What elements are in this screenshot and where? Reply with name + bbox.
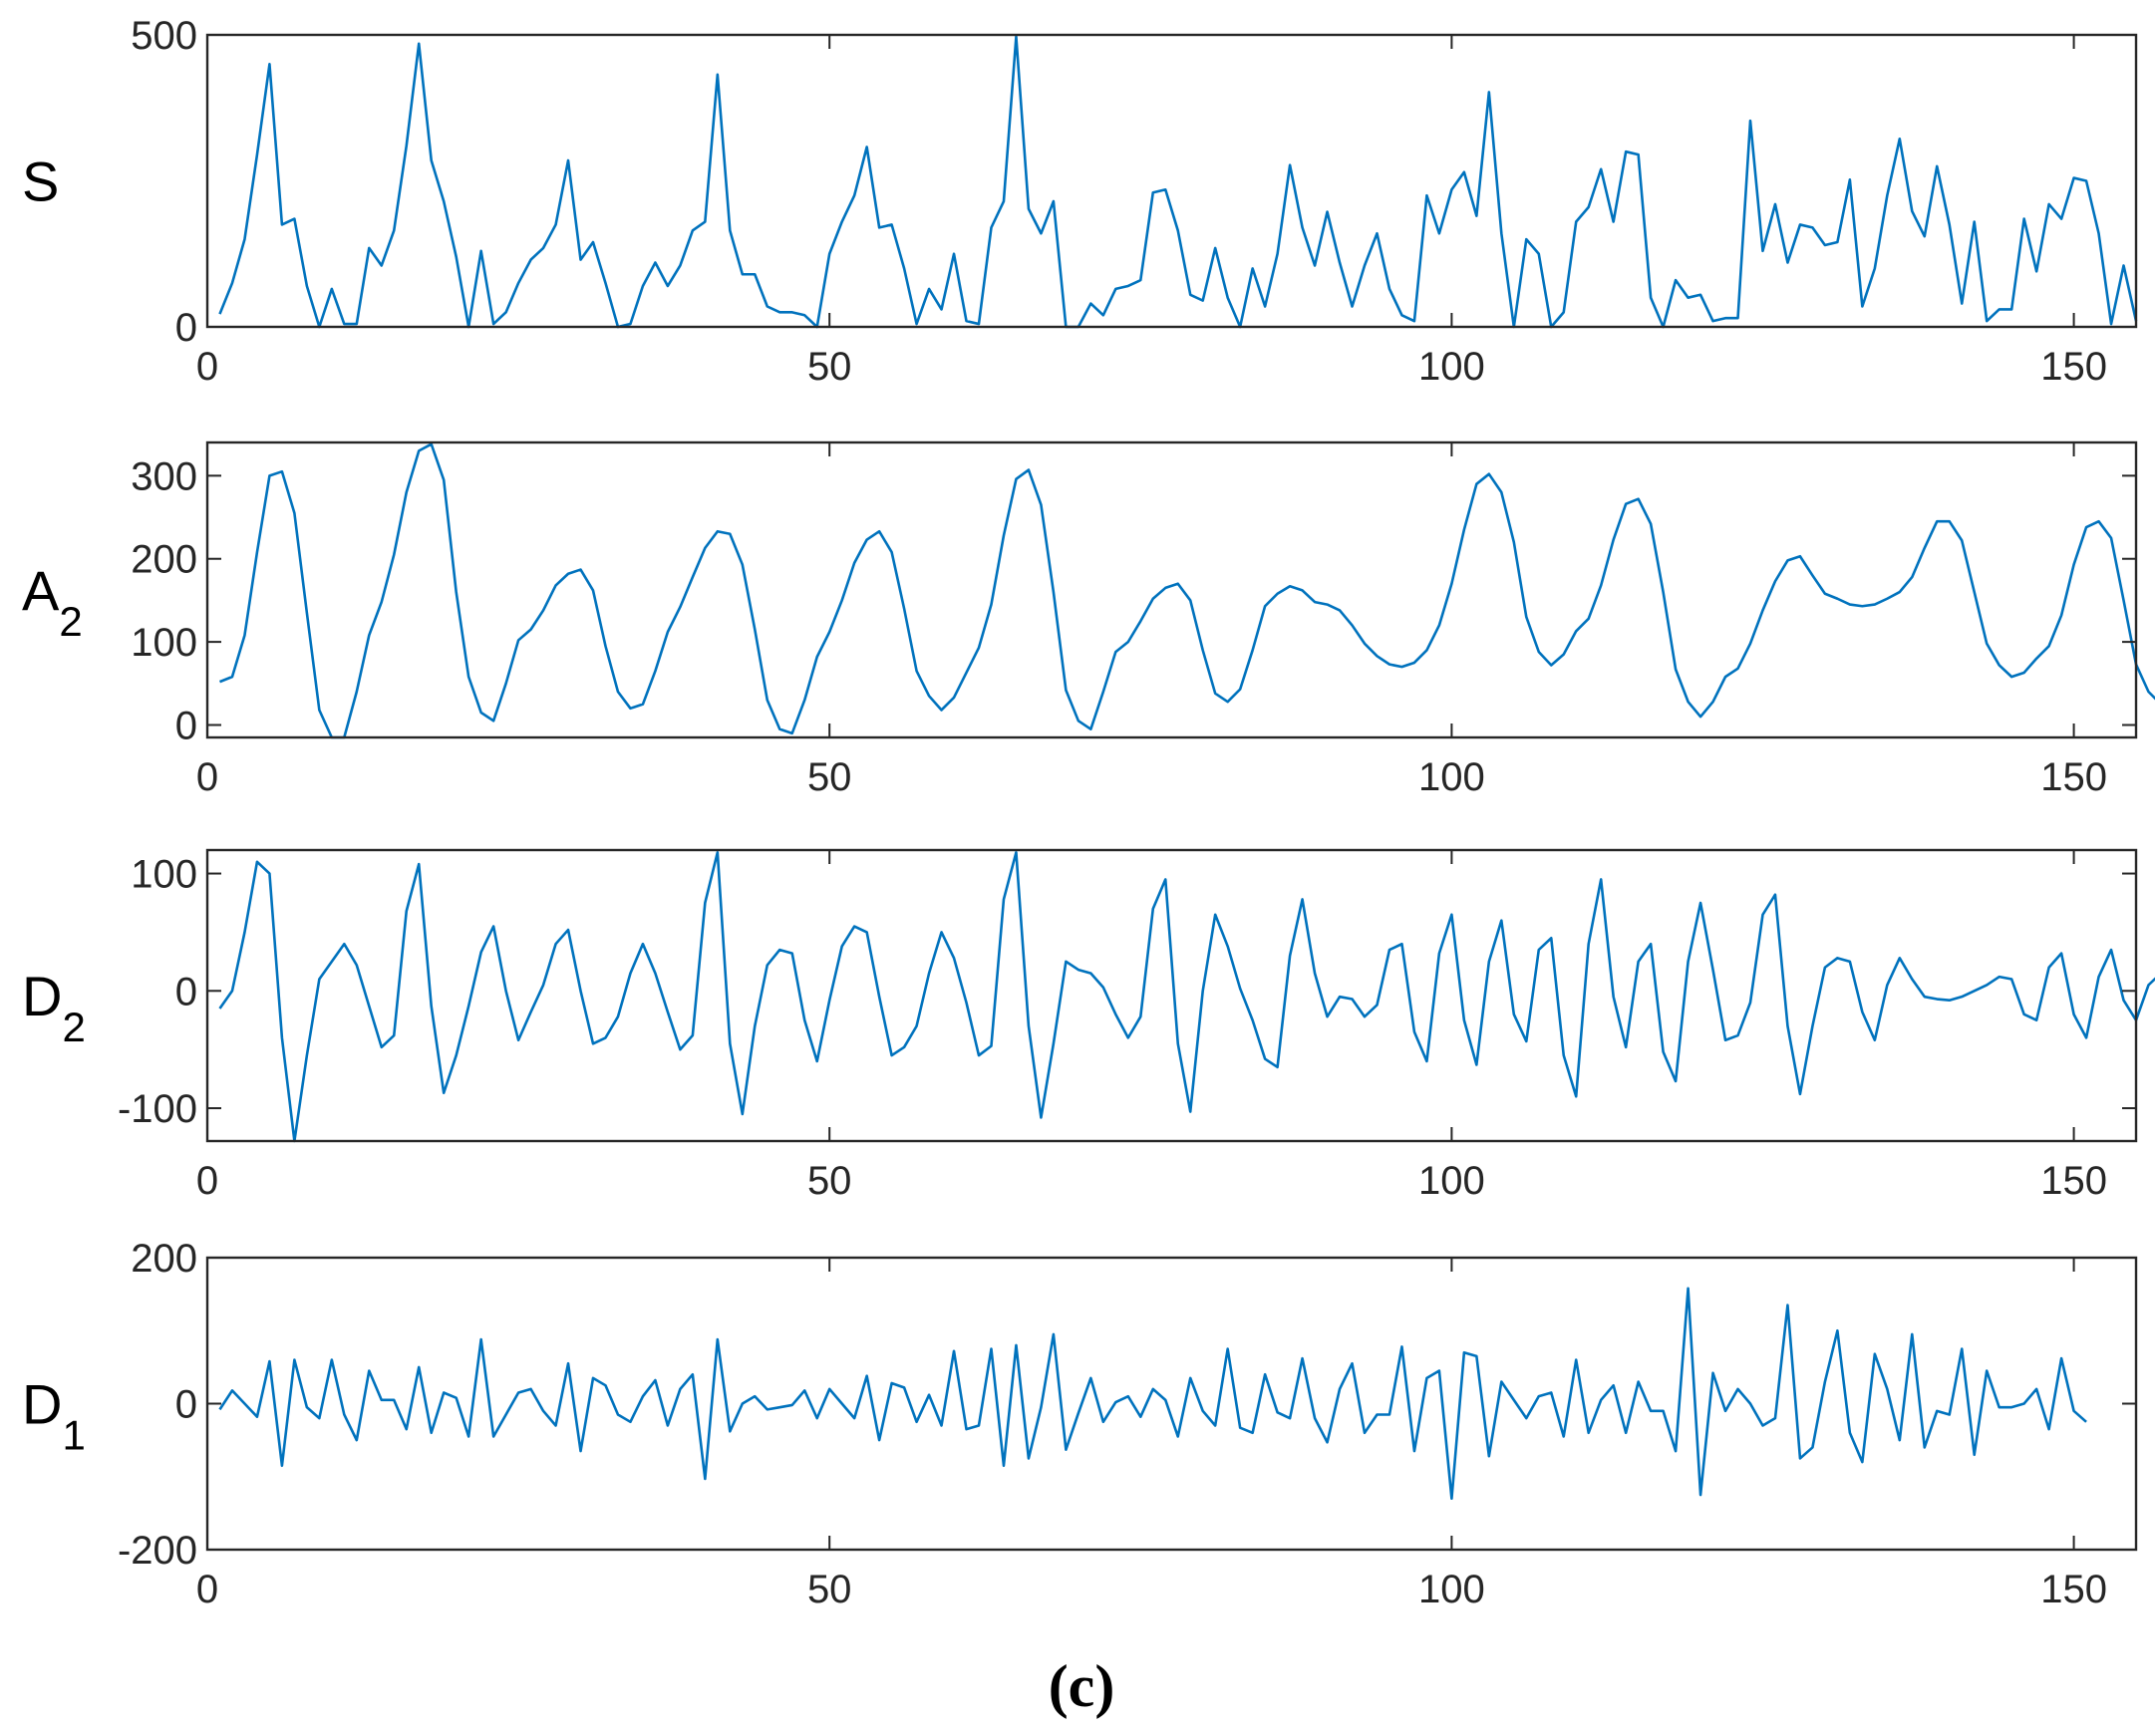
series-line-d1-detail [218,1287,2087,1501]
y-tick-label: 0 [175,704,197,747]
y-tick-label: 0 [175,306,197,350]
y-tick-label: 200 [131,538,197,582]
panel-d2-detail: 0 50 100 150 -100 0 100 D2 [22,848,2155,1203]
series-line-s-signal [218,35,2138,329]
y-tick-label: -200 [118,1529,197,1573]
y-axis-label-main: D [22,965,62,1027]
panel-a2-approximation: 0 50 100 150 0 100 200 300 A2 [22,440,2155,799]
x-tick-label: 100 [1418,345,1485,389]
y-axis-label-subscript: 2 [59,598,82,645]
x-tick-label: 0 [196,1568,218,1611]
x-tick-label: 0 [196,345,218,389]
y-axis-label-main: A [22,559,60,622]
axes-frame [205,33,2138,329]
axes-frame [205,440,2138,739]
x-tick-label: 150 [2040,755,2107,799]
x-tick-label: 150 [2040,345,2107,389]
y-axis-label: A2 [22,559,83,645]
y-tick-label: 200 [131,1237,197,1281]
x-tick-label: 50 [807,1568,852,1611]
y-tick-label: 0 [175,1383,197,1427]
y-tick-label: 100 [131,853,197,897]
y-tick-label: 300 [131,454,197,498]
x-tick-label: 100 [1418,755,1485,799]
series-line-a2-approximation [218,442,2155,739]
y-axis-label: D2 [22,965,86,1050]
y-axis-label-subscript: 1 [62,1412,85,1459]
y-tick-label: -100 [118,1087,197,1131]
x-tick-label: 150 [2040,1568,2107,1611]
y-axis-label-main: D [22,1373,62,1436]
y-axis-label-subscript: 2 [62,1004,85,1050]
y-axis-label: D1 [22,1373,86,1459]
x-tick-label: 150 [2040,1159,2107,1203]
y-tick-label: 500 [131,14,197,58]
axes-frame [205,848,2138,1143]
y-tick-label: 0 [175,970,197,1013]
series-line-d2-detail [218,851,2155,1143]
x-tick-label: 0 [196,1159,218,1203]
panel-s-signal: 0 50 100 150 0 500 S [22,14,2138,389]
x-tick-label: 50 [807,345,852,389]
y-axis-label-main: S [22,150,59,213]
x-tick-label: 100 [1418,1159,1485,1203]
x-tick-label: 100 [1418,1568,1485,1611]
y-tick-label: 100 [131,621,197,665]
x-tick-label: 50 [807,1159,852,1203]
x-tick-label: 50 [807,755,852,799]
y-axis-label: S [22,150,59,213]
x-tick-label: 0 [196,755,218,799]
figure-caption: (c) [1049,1653,1115,1719]
